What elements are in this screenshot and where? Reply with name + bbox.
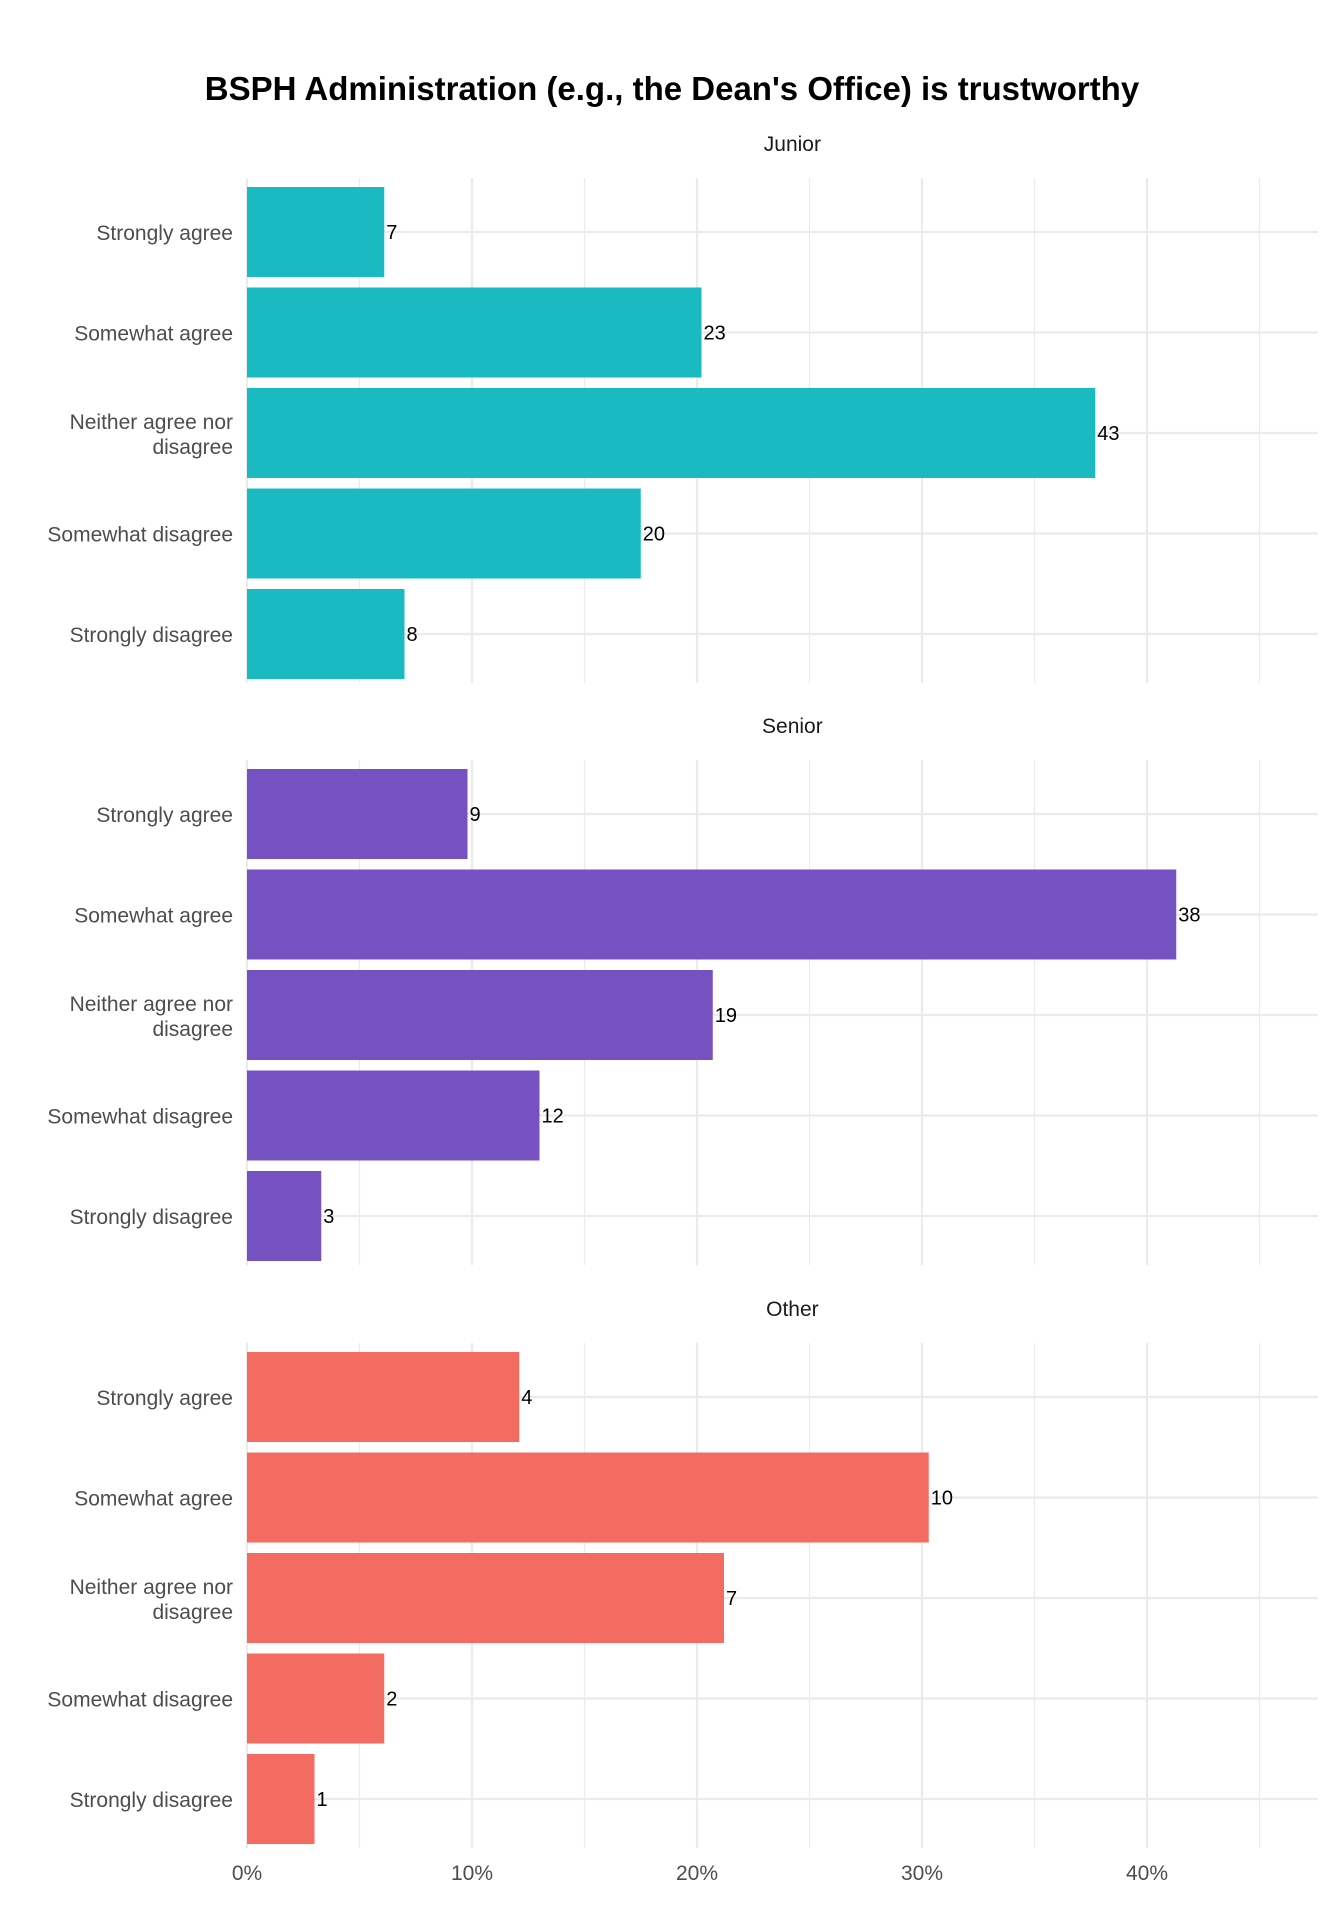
x-tick-label: 0%	[232, 1862, 262, 1885]
category-label: Strongly disagree	[70, 624, 233, 647]
x-tick-label: 40%	[1126, 1862, 1168, 1885]
other-bar	[247, 1352, 520, 1442]
junior-bar	[247, 488, 641, 579]
x-tick-label: 20%	[676, 1862, 718, 1885]
x-tick-label: 30%	[901, 1862, 943, 1885]
category-label: Somewhat disagree	[47, 1106, 233, 1129]
other-data-label: 7	[726, 1588, 737, 1610]
other-data-label: 4	[521, 1387, 532, 1409]
category-label: Somewhat disagree	[47, 1689, 233, 1712]
category-label: disagree	[152, 436, 233, 459]
senior-data-label: 3	[323, 1206, 334, 1228]
category-label: Neither agree nor	[70, 1576, 233, 1599]
senior-data-label: 19	[715, 1005, 737, 1027]
senior-bar	[247, 1171, 322, 1261]
other-bar	[247, 1653, 385, 1744]
junior-bar	[247, 589, 405, 679]
category-label: Somewhat agree	[74, 1488, 233, 1511]
junior-data-label: 23	[704, 323, 726, 345]
other-bar	[247, 1754, 315, 1844]
category-label: Strongly disagree	[70, 1206, 233, 1229]
senior-bar	[247, 769, 468, 859]
category-label: Strongly agree	[96, 1387, 233, 1410]
x-tick-label: 10%	[451, 1862, 493, 1885]
chart-title: BSPH Administration (e.g., the Dean's Of…	[204, 70, 1140, 107]
other-bar	[247, 1553, 724, 1643]
junior-data-label: 7	[386, 222, 397, 244]
senior-bar	[247, 869, 1177, 960]
category-label: disagree	[152, 1601, 233, 1624]
category-label: Strongly disagree	[70, 1789, 233, 1812]
other-bar	[247, 1452, 929, 1543]
junior-data-label: 20	[643, 524, 665, 546]
senior-data-label: 9	[470, 804, 481, 826]
junior-bar	[247, 187, 385, 277]
category-label: Neither agree nor	[70, 411, 233, 434]
other-data-label: 10	[931, 1488, 953, 1510]
category-label: Somewhat agree	[74, 323, 233, 346]
category-label: disagree	[152, 1018, 233, 1041]
category-label: Somewhat disagree	[47, 524, 233, 547]
junior-data-label: 43	[1097, 423, 1119, 445]
facet-label-junior: Junior	[764, 133, 821, 156]
senior-data-label: 38	[1178, 905, 1200, 927]
category-label: Neither agree nor	[70, 993, 233, 1016]
senior-data-label: 12	[542, 1106, 564, 1128]
junior-bar	[247, 388, 1096, 478]
other-data-label: 2	[386, 1689, 397, 1711]
facet-label-other: Other	[766, 1298, 819, 1321]
facet-label-senior: Senior	[762, 715, 823, 738]
senior-bar	[247, 970, 713, 1060]
other-data-label: 1	[317, 1789, 328, 1811]
senior-bar	[247, 1070, 540, 1161]
junior-bar	[247, 287, 702, 378]
category-label: Strongly agree	[96, 804, 233, 827]
category-label: Somewhat agree	[74, 905, 233, 928]
category-label: Strongly agree	[96, 222, 233, 245]
junior-data-label: 8	[407, 624, 418, 646]
